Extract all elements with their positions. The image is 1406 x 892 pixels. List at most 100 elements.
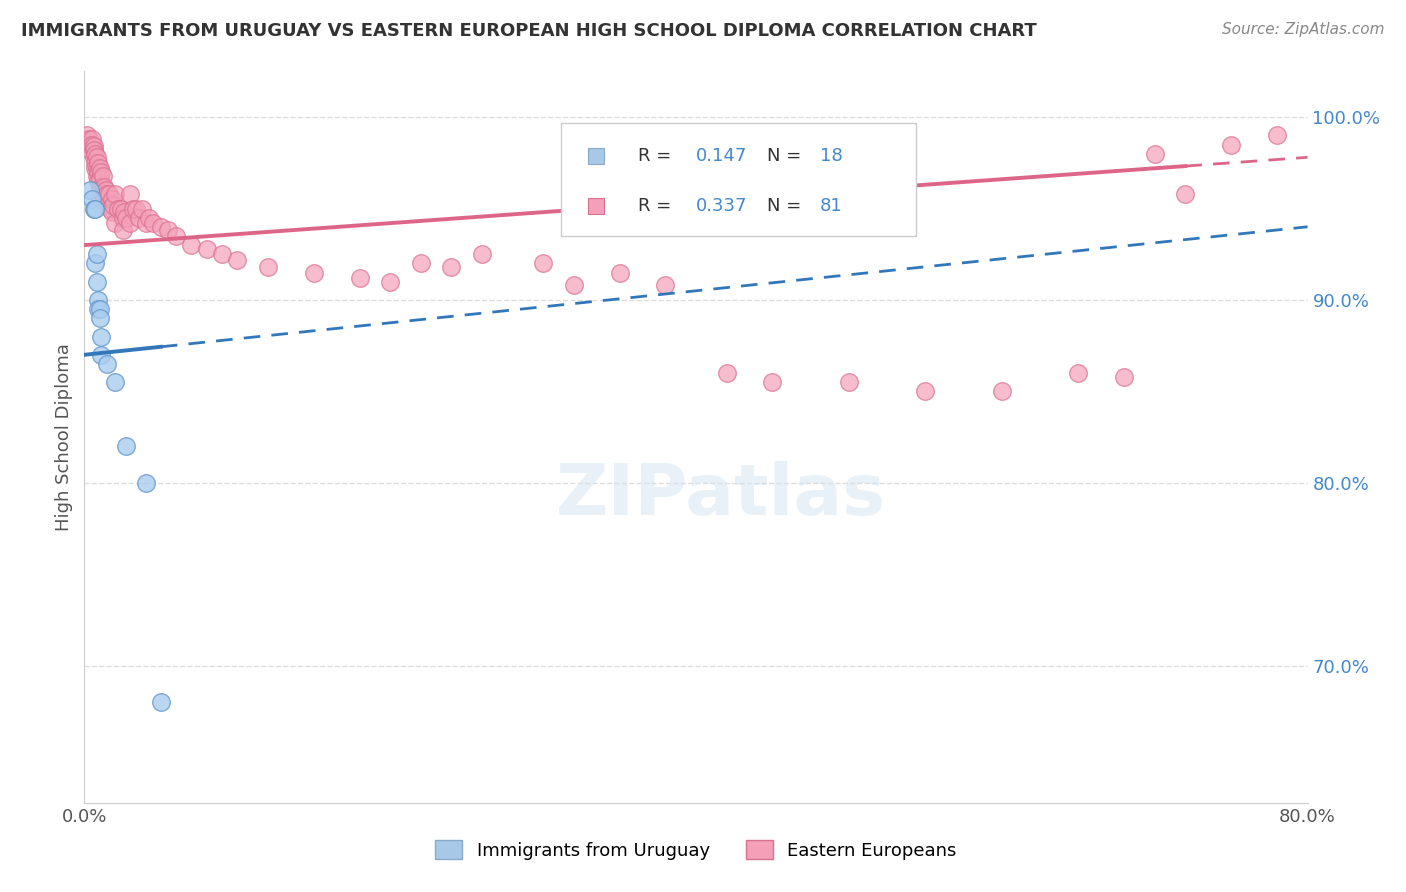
Point xyxy=(86,161,108,176)
Point xyxy=(84,161,107,176)
Point xyxy=(89,301,111,316)
Point xyxy=(90,329,112,343)
Point xyxy=(83,143,105,157)
Point xyxy=(87,293,110,307)
Point xyxy=(257,260,280,274)
Point xyxy=(111,223,134,237)
Point xyxy=(180,238,202,252)
Point xyxy=(131,202,153,216)
Point xyxy=(654,278,676,293)
Point xyxy=(90,348,112,362)
Point xyxy=(211,247,233,261)
Point xyxy=(112,205,135,219)
Text: 0.147: 0.147 xyxy=(696,147,748,165)
Point xyxy=(86,169,108,183)
Point xyxy=(96,357,118,371)
Point xyxy=(90,179,112,194)
Point xyxy=(80,132,103,146)
Point xyxy=(94,183,117,197)
Point xyxy=(103,198,125,212)
Point xyxy=(110,202,132,216)
Point xyxy=(111,211,134,225)
Point xyxy=(83,139,105,153)
Text: ZIPatlas: ZIPatlas xyxy=(555,461,886,530)
Point xyxy=(104,186,127,201)
Point xyxy=(87,155,110,169)
Point xyxy=(91,186,114,201)
Point xyxy=(101,192,124,206)
Point xyxy=(84,256,107,270)
Point xyxy=(128,211,150,225)
Point xyxy=(409,256,432,270)
Point xyxy=(104,216,127,230)
Text: 81: 81 xyxy=(820,197,842,215)
Point xyxy=(96,186,118,201)
Legend: Immigrants from Uruguay, Eastern Europeans: Immigrants from Uruguay, Eastern Europea… xyxy=(427,833,965,867)
Point xyxy=(562,278,585,293)
Point xyxy=(84,146,107,161)
Point xyxy=(440,260,463,274)
Point xyxy=(89,172,111,186)
Point xyxy=(138,211,160,225)
Point xyxy=(89,311,111,326)
Point xyxy=(96,198,118,212)
Point xyxy=(80,192,103,206)
Point xyxy=(135,216,157,230)
Point xyxy=(135,475,157,490)
Point xyxy=(79,143,101,157)
Point xyxy=(761,375,783,389)
Point xyxy=(349,271,371,285)
Text: N =: N = xyxy=(766,197,807,215)
Text: 18: 18 xyxy=(820,147,842,165)
Point xyxy=(87,301,110,316)
Point xyxy=(77,132,100,146)
Point xyxy=(89,183,111,197)
Point xyxy=(120,216,142,230)
Point xyxy=(98,202,121,216)
Y-axis label: High School Diploma: High School Diploma xyxy=(55,343,73,531)
Point xyxy=(80,137,103,152)
Point xyxy=(90,165,112,179)
Point xyxy=(1174,186,1197,201)
Point xyxy=(142,216,165,230)
Point xyxy=(93,179,115,194)
Point xyxy=(79,183,101,197)
Point xyxy=(838,375,860,389)
Point xyxy=(107,202,129,216)
Point xyxy=(125,202,148,216)
Point xyxy=(1114,369,1136,384)
Point xyxy=(609,265,631,279)
Point xyxy=(91,169,114,183)
Point xyxy=(101,205,124,219)
Point xyxy=(86,150,108,164)
Point xyxy=(226,252,249,267)
Point xyxy=(93,192,115,206)
Point xyxy=(1143,146,1166,161)
Point xyxy=(114,211,136,225)
Point xyxy=(84,202,107,216)
Point xyxy=(84,155,107,169)
Point xyxy=(471,247,494,261)
Text: N =: N = xyxy=(766,147,807,165)
Point xyxy=(149,219,172,234)
Point xyxy=(86,247,108,261)
Point xyxy=(104,375,127,389)
Point xyxy=(531,256,554,270)
Point xyxy=(1067,366,1090,380)
Point xyxy=(157,223,180,237)
Point xyxy=(114,439,136,453)
Point xyxy=(195,242,218,256)
Point xyxy=(87,174,110,188)
Point xyxy=(76,128,98,143)
Point xyxy=(79,137,101,152)
Point xyxy=(86,275,108,289)
Text: Source: ZipAtlas.com: Source: ZipAtlas.com xyxy=(1222,22,1385,37)
FancyBboxPatch shape xyxy=(561,122,917,235)
Point xyxy=(89,161,111,176)
Text: R =: R = xyxy=(638,147,678,165)
Point xyxy=(149,695,172,709)
Point xyxy=(1220,137,1243,152)
Text: R =: R = xyxy=(638,197,678,215)
Point xyxy=(165,228,187,243)
Point xyxy=(87,165,110,179)
